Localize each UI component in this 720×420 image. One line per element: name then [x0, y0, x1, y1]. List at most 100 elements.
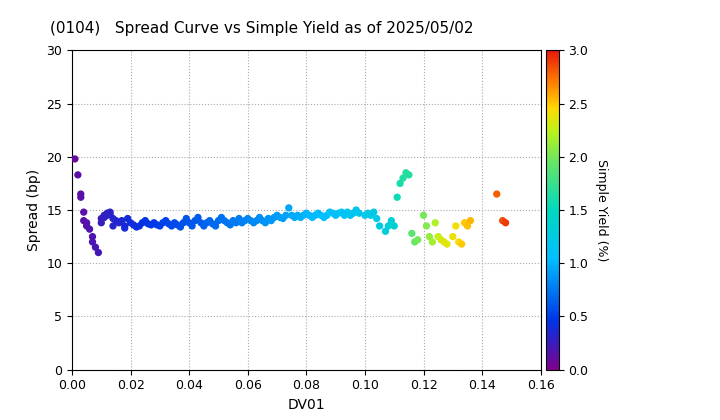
Point	[436, 236, 447, 243]
Y-axis label: Spread (bp): Spread (bp)	[27, 169, 41, 251]
Point	[242, 215, 253, 222]
Point	[397, 175, 409, 181]
Point	[189, 217, 201, 224]
Point	[497, 217, 508, 224]
Point	[69, 155, 81, 162]
Point	[248, 219, 259, 226]
Point	[119, 225, 130, 231]
Point	[184, 219, 195, 226]
Point	[362, 210, 374, 217]
Point	[301, 210, 312, 217]
Point	[447, 233, 459, 240]
Point	[433, 233, 444, 240]
Point	[125, 219, 136, 226]
Point	[192, 214, 204, 221]
Point	[324, 209, 336, 215]
Point	[412, 236, 423, 243]
Point	[450, 223, 462, 229]
Point	[195, 219, 207, 226]
Point	[116, 217, 127, 224]
X-axis label: DV01: DV01	[287, 398, 325, 412]
Point	[160, 217, 171, 224]
Point	[315, 212, 327, 219]
Point	[345, 212, 356, 219]
Point	[395, 180, 406, 187]
Point	[392, 194, 403, 201]
Point	[310, 212, 321, 219]
Point	[186, 223, 198, 229]
Point	[239, 217, 251, 224]
Point	[99, 214, 110, 221]
Point	[143, 220, 154, 227]
Point	[338, 212, 350, 219]
Point	[379, 228, 391, 235]
Point	[148, 219, 160, 226]
Point	[171, 221, 183, 228]
Point	[110, 217, 122, 224]
Point	[90, 244, 102, 251]
Point	[423, 233, 435, 240]
Point	[453, 239, 464, 245]
Point	[228, 217, 239, 224]
Point	[280, 212, 292, 219]
Point	[222, 219, 233, 226]
Point	[359, 212, 371, 219]
Point	[104, 211, 116, 218]
Point	[78, 209, 89, 215]
Point	[297, 212, 309, 219]
Point	[166, 223, 177, 229]
Point	[307, 214, 318, 221]
Text: (0104)   Spread Curve vs Simple Yield as of 2025/05/02: (0104) Spread Curve vs Simple Yield as o…	[50, 21, 474, 36]
Point	[271, 212, 283, 219]
Point	[198, 223, 210, 229]
Point	[127, 221, 139, 228]
Point	[99, 212, 110, 219]
Point	[274, 214, 286, 221]
Point	[102, 210, 113, 217]
Point	[236, 219, 248, 226]
Point	[289, 214, 300, 221]
Point	[96, 219, 107, 226]
Point	[438, 239, 450, 245]
Point	[304, 212, 315, 219]
Point	[312, 210, 324, 217]
Point	[122, 215, 133, 222]
Point	[119, 223, 130, 229]
Point	[102, 212, 113, 219]
Point	[333, 210, 344, 217]
Point	[459, 219, 470, 226]
Point	[292, 212, 303, 219]
Point	[418, 212, 429, 219]
Point	[181, 215, 192, 222]
Point	[131, 224, 143, 231]
Point	[93, 249, 104, 256]
Point	[294, 214, 306, 221]
Point	[178, 219, 189, 226]
Point	[462, 223, 473, 229]
Point	[269, 214, 280, 221]
Point	[277, 215, 289, 222]
Point	[263, 215, 274, 222]
Point	[283, 205, 294, 211]
Point	[403, 171, 415, 178]
Point	[134, 223, 145, 229]
Point	[204, 217, 215, 224]
Point	[426, 239, 438, 245]
Y-axis label: Simple Yield (%): Simple Yield (%)	[595, 159, 608, 261]
Point	[406, 230, 418, 237]
Point	[245, 217, 256, 224]
Point	[321, 212, 333, 219]
Point	[78, 217, 89, 224]
Point	[409, 239, 420, 245]
Point	[81, 223, 92, 229]
Point	[371, 215, 382, 222]
Point	[336, 209, 347, 215]
Point	[145, 221, 157, 228]
Point	[81, 219, 92, 226]
Point	[400, 169, 412, 176]
Point	[368, 209, 379, 215]
Point	[251, 217, 262, 224]
Point	[491, 191, 503, 197]
Point	[441, 241, 453, 247]
Point	[389, 223, 400, 229]
